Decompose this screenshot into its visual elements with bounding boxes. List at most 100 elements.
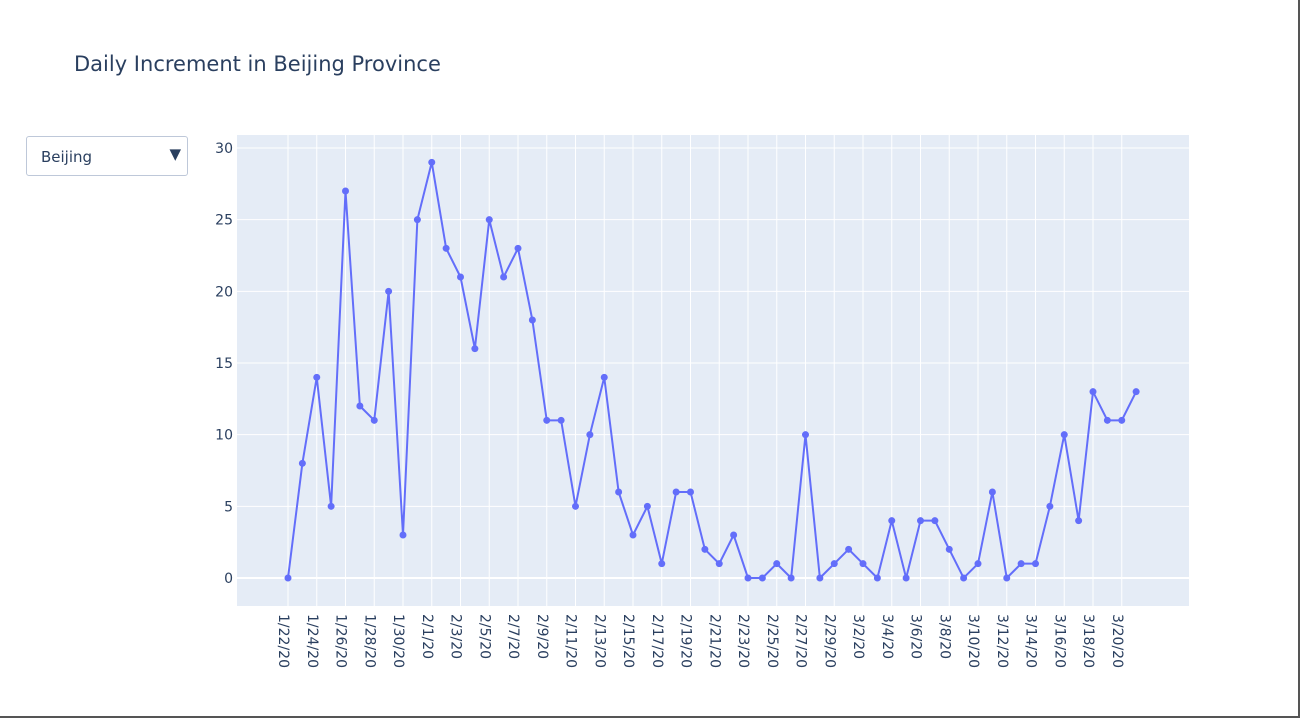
x-tick-label: 2/7/20: [505, 614, 521, 659]
data-point: [888, 517, 896, 525]
x-tick-label: 2/5/20: [476, 614, 492, 659]
data-point: [845, 545, 853, 553]
y-tick-label: 15: [215, 356, 233, 372]
x-tick-label: 1/22/20: [275, 614, 291, 668]
data-point: [744, 574, 752, 582]
x-tick-label: 2/29/20: [821, 614, 837, 668]
data-point: [1060, 431, 1068, 439]
data-point: [773, 560, 781, 568]
data-point: [629, 531, 637, 539]
data-point: [1132, 388, 1140, 396]
data-point: [701, 545, 709, 553]
data-point: [902, 574, 910, 582]
frame-border-bottom: [0, 716, 1300, 718]
x-tick-label: 3/8/20: [936, 614, 952, 659]
y-tick-label: 30: [215, 141, 233, 157]
chart-title: Daily Increment in Beijing Province: [74, 52, 441, 76]
data-point: [859, 560, 867, 568]
data-point: [600, 373, 608, 381]
data-point: [313, 373, 321, 381]
x-tick-label: 3/20/20: [1109, 614, 1125, 668]
x-tick-label: 3/12/20: [994, 614, 1010, 668]
plot-area: [237, 135, 1189, 606]
data-point: [816, 574, 824, 582]
data-point: [988, 488, 996, 496]
data-point: [802, 431, 809, 439]
x-tick-label: 2/19/20: [678, 614, 694, 668]
data-point: [586, 431, 594, 439]
x-tick-label: 2/25/20: [764, 614, 780, 668]
y-tick-label: 5: [224, 499, 233, 515]
vertical-gridlines: [287, 135, 1123, 606]
data-point: [528, 316, 536, 324]
x-tick-label: 1/28/20: [361, 614, 377, 668]
x-tick-label: 2/13/20: [591, 614, 607, 668]
x-tick-label: 2/11/20: [563, 614, 579, 668]
y-tick-label: 20: [215, 284, 233, 300]
data-point: [572, 502, 579, 510]
data-point: [1046, 502, 1054, 510]
data-point: [615, 488, 623, 496]
data-point: [873, 574, 881, 582]
x-tick-label: 2/3/20: [448, 614, 464, 659]
x-tick-label: 2/21/20: [706, 614, 722, 668]
x-tick-label: 2/27/20: [793, 614, 809, 668]
data-point: [1003, 574, 1011, 582]
data-point: [413, 216, 421, 224]
data-point: [327, 502, 335, 510]
x-tick-label: 2/23/20: [735, 614, 751, 668]
horizontal-gridlines: [237, 147, 1189, 579]
x-tick-label: 3/18/20: [1080, 614, 1096, 668]
data-point: [931, 517, 939, 525]
x-tick-label: 1/30/20: [390, 614, 406, 668]
data-point: [960, 574, 968, 582]
data-point: [385, 287, 393, 295]
data-point: [428, 158, 436, 166]
x-tick-label: 3/6/20: [908, 614, 924, 659]
data-point: [687, 488, 694, 496]
x-tick-label: 3/2/20: [850, 614, 866, 659]
data-point: [399, 531, 407, 539]
data-points: [284, 158, 1140, 582]
x-tick-label: 3/16/20: [1051, 614, 1067, 668]
series-line: [287, 162, 1138, 581]
data-point: [1103, 416, 1111, 424]
triangle-down-icon: ▼: [169, 145, 181, 163]
x-tick-label: 1/24/20: [304, 614, 320, 668]
data-point: [1118, 416, 1126, 424]
data-point: [643, 502, 651, 510]
data-point: [471, 345, 479, 353]
data-point: [672, 488, 680, 496]
dropdown-selected-value: Beijing: [41, 148, 93, 166]
x-axis-ticks: 1/22/20 1/24/20 1/26/20 1/28/20 1/30/20 2/1/2…: [275, 614, 1125, 668]
data-point: [370, 416, 378, 424]
data-point: [830, 560, 838, 568]
data-point: [442, 244, 450, 252]
data-point: [298, 459, 306, 467]
x-tick-label: 2/15/20: [620, 614, 636, 668]
frame-border-right: [1298, 0, 1300, 718]
data-point: [284, 574, 292, 582]
data-point: [974, 560, 982, 568]
data-point: [1089, 388, 1097, 396]
data-point: [787, 574, 795, 582]
data-point: [557, 416, 565, 424]
x-tick-label: 2/9/20: [534, 614, 550, 659]
y-axis-ticks: 0 5 10 15 20 25 30: [215, 141, 233, 587]
data-point: [356, 402, 364, 410]
data-point: [500, 273, 508, 281]
data-point: [758, 574, 766, 582]
data-point: [658, 560, 666, 568]
x-tick-label: 3/14/20: [1023, 614, 1039, 668]
x-tick-label: 2/17/20: [649, 614, 665, 668]
data-point: [945, 545, 953, 553]
y-tick-label: 25: [215, 213, 233, 229]
y-tick-label: 0: [224, 571, 233, 587]
province-dropdown[interactable]: Beijing ▼: [26, 136, 188, 176]
x-tick-label: 3/10/20: [965, 614, 981, 668]
data-point: [917, 517, 924, 525]
data-point: [543, 416, 551, 424]
data-point: [342, 187, 349, 195]
data-point: [457, 273, 464, 281]
